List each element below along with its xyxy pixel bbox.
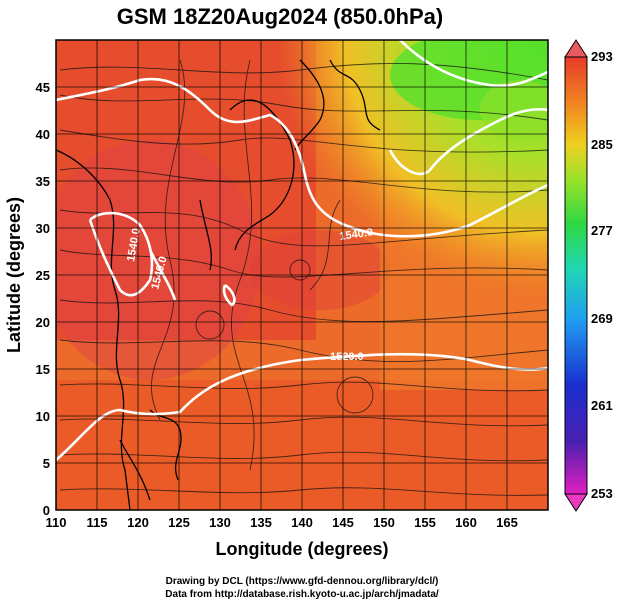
colorbar-label: 293 [591, 49, 613, 64]
colorbar-label: 253 [591, 486, 613, 501]
page-title: GSM 18Z20Aug2024 (850.0hPa) [116, 4, 444, 29]
x-axis-title: Longitude (degrees) [215, 539, 388, 559]
y-tick-label: 20 [36, 315, 50, 330]
y-tick-label: 30 [36, 221, 50, 236]
x-tick-label: 125 [168, 515, 190, 530]
y-tick-label: 15 [36, 362, 50, 377]
colorbar-bottom-arrow [564, 493, 588, 512]
x-tick-label: 140 [291, 515, 313, 530]
colorbar-top-arrow [564, 39, 588, 58]
contour-label: 1520.0 [330, 351, 364, 363]
colorbar-label: 269 [591, 311, 613, 326]
x-tick-label: 115 [87, 515, 108, 530]
y-axis-title: Latitude (degrees) [4, 197, 24, 353]
x-tick-label: 135 [250, 515, 272, 530]
streamlines [59, 59, 548, 496]
x-tick-label: 150 [373, 515, 395, 530]
x-tick-label: 110 [46, 515, 67, 530]
colorbar-labels: 293 285 277 269 261 253 [591, 49, 613, 501]
colorbar-label: 261 [591, 398, 613, 413]
y-tick-label: 25 [36, 268, 50, 283]
colorbar [564, 39, 588, 512]
plot-frame [55, 39, 549, 511]
y-tick-label: 0 [43, 503, 50, 518]
x-tick-label: 145 [332, 515, 354, 530]
x-tick-label: 120 [127, 515, 149, 530]
temperature-field [56, 40, 548, 510]
y-tick-label: 40 [36, 127, 50, 142]
colorbar-scale [564, 56, 588, 495]
x-tick-label: 160 [455, 515, 477, 530]
y-tick-label: 35 [36, 174, 50, 189]
contour-label: 1540.0 [339, 226, 374, 243]
x-tick-label: 165 [496, 515, 518, 530]
y-tick-label: 5 [43, 456, 50, 471]
x-tick-label: 155 [414, 515, 436, 530]
y-tick-label: 45 [36, 80, 50, 95]
x-tick-labels: 110 115 120 125 130 135 140 145 150 155 … [46, 515, 518, 530]
y-tick-labels: 0 5 10 15 20 25 30 35 40 45 [36, 80, 50, 518]
y-tick-label: 10 [36, 409, 50, 424]
x-tick-label: 130 [209, 515, 231, 530]
credit-line-2: Data from http://database.rish.kyoto-u.a… [165, 589, 439, 600]
colorbar-label: 285 [591, 137, 613, 152]
credit-line-1: Drawing by DCL (https://www.gfd-dennou.o… [165, 576, 439, 587]
colorbar-label: 277 [591, 223, 613, 238]
